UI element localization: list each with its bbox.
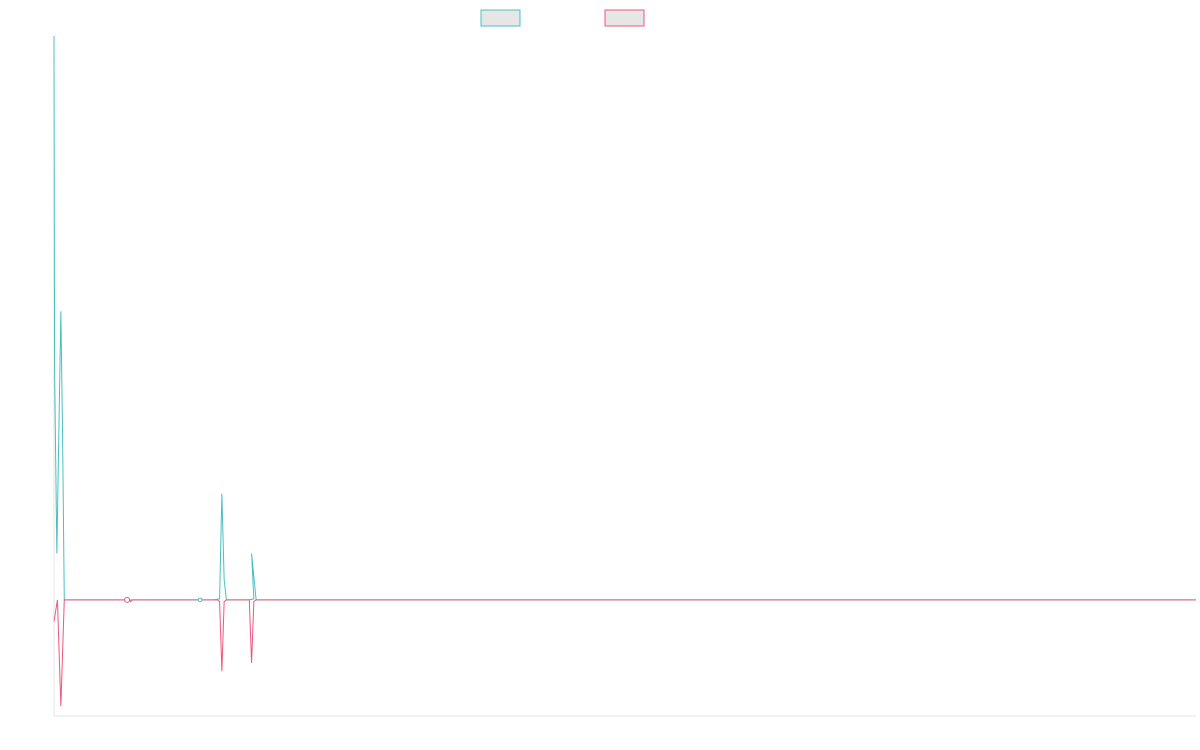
legend-swatch-1 [480, 9, 521, 27]
series-line-2 [53, 597, 1196, 707]
data-point-marker [197, 597, 203, 603]
legend-item-1[interactable] [480, 9, 521, 27]
legend-swatch-2 [604, 9, 645, 27]
data-point-marker [124, 596, 131, 603]
series-line-1 [53, 35, 1196, 601]
series-layer [53, 35, 1196, 707]
legend [480, 9, 645, 27]
legend-item-2[interactable] [604, 9, 645, 27]
axes [53, 36, 1196, 717]
